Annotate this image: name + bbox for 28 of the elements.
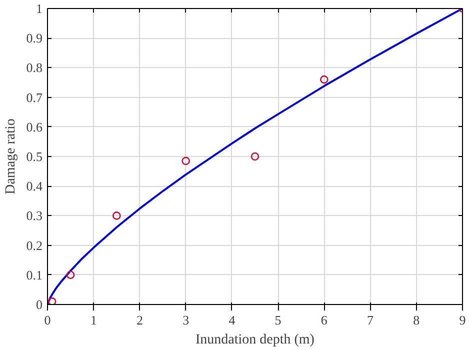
- y-axis-title: Damage ratio: [3, 118, 18, 194]
- y-tick-label: 0.1: [26, 267, 42, 282]
- x-tick-label: 1: [90, 312, 97, 328]
- x-tick-label: 6: [320, 312, 328, 328]
- x-axis-title: Inundation depth (m): [196, 332, 315, 348]
- point: [182, 156, 190, 166]
- y-tick-label: 0.4: [26, 178, 43, 194]
- x-tick-label: 4: [228, 312, 236, 328]
- x-tick-label: 8: [413, 312, 420, 328]
- x-tick-label: 3: [182, 312, 190, 328]
- y-tick-label: 0.7: [26, 90, 43, 105]
- x-tick-label: 9: [459, 312, 466, 328]
- y-tick-label: 0: [36, 297, 42, 312]
- y-tick-label: 0.3: [26, 208, 42, 224]
- point: [320, 75, 328, 84]
- point: [66, 270, 75, 280]
- x-tick-label: 5: [274, 312, 282, 328]
- y-tick-label: 0.8: [26, 60, 42, 76]
- y-tick-label: 0.6: [26, 119, 43, 134]
- x-tick-label: 2: [136, 312, 143, 328]
- y-tick-label: 1: [36, 1, 42, 16]
- y-tick-label: 0.2: [26, 238, 42, 253]
- point: [48, 297, 56, 304]
- point: [250, 152, 260, 161]
- x-tick-label: 7: [367, 312, 374, 328]
- y-tick-label: 0.9: [26, 30, 42, 46]
- point: [112, 212, 121, 220]
- y-tick-label: 0.5: [26, 149, 42, 164]
